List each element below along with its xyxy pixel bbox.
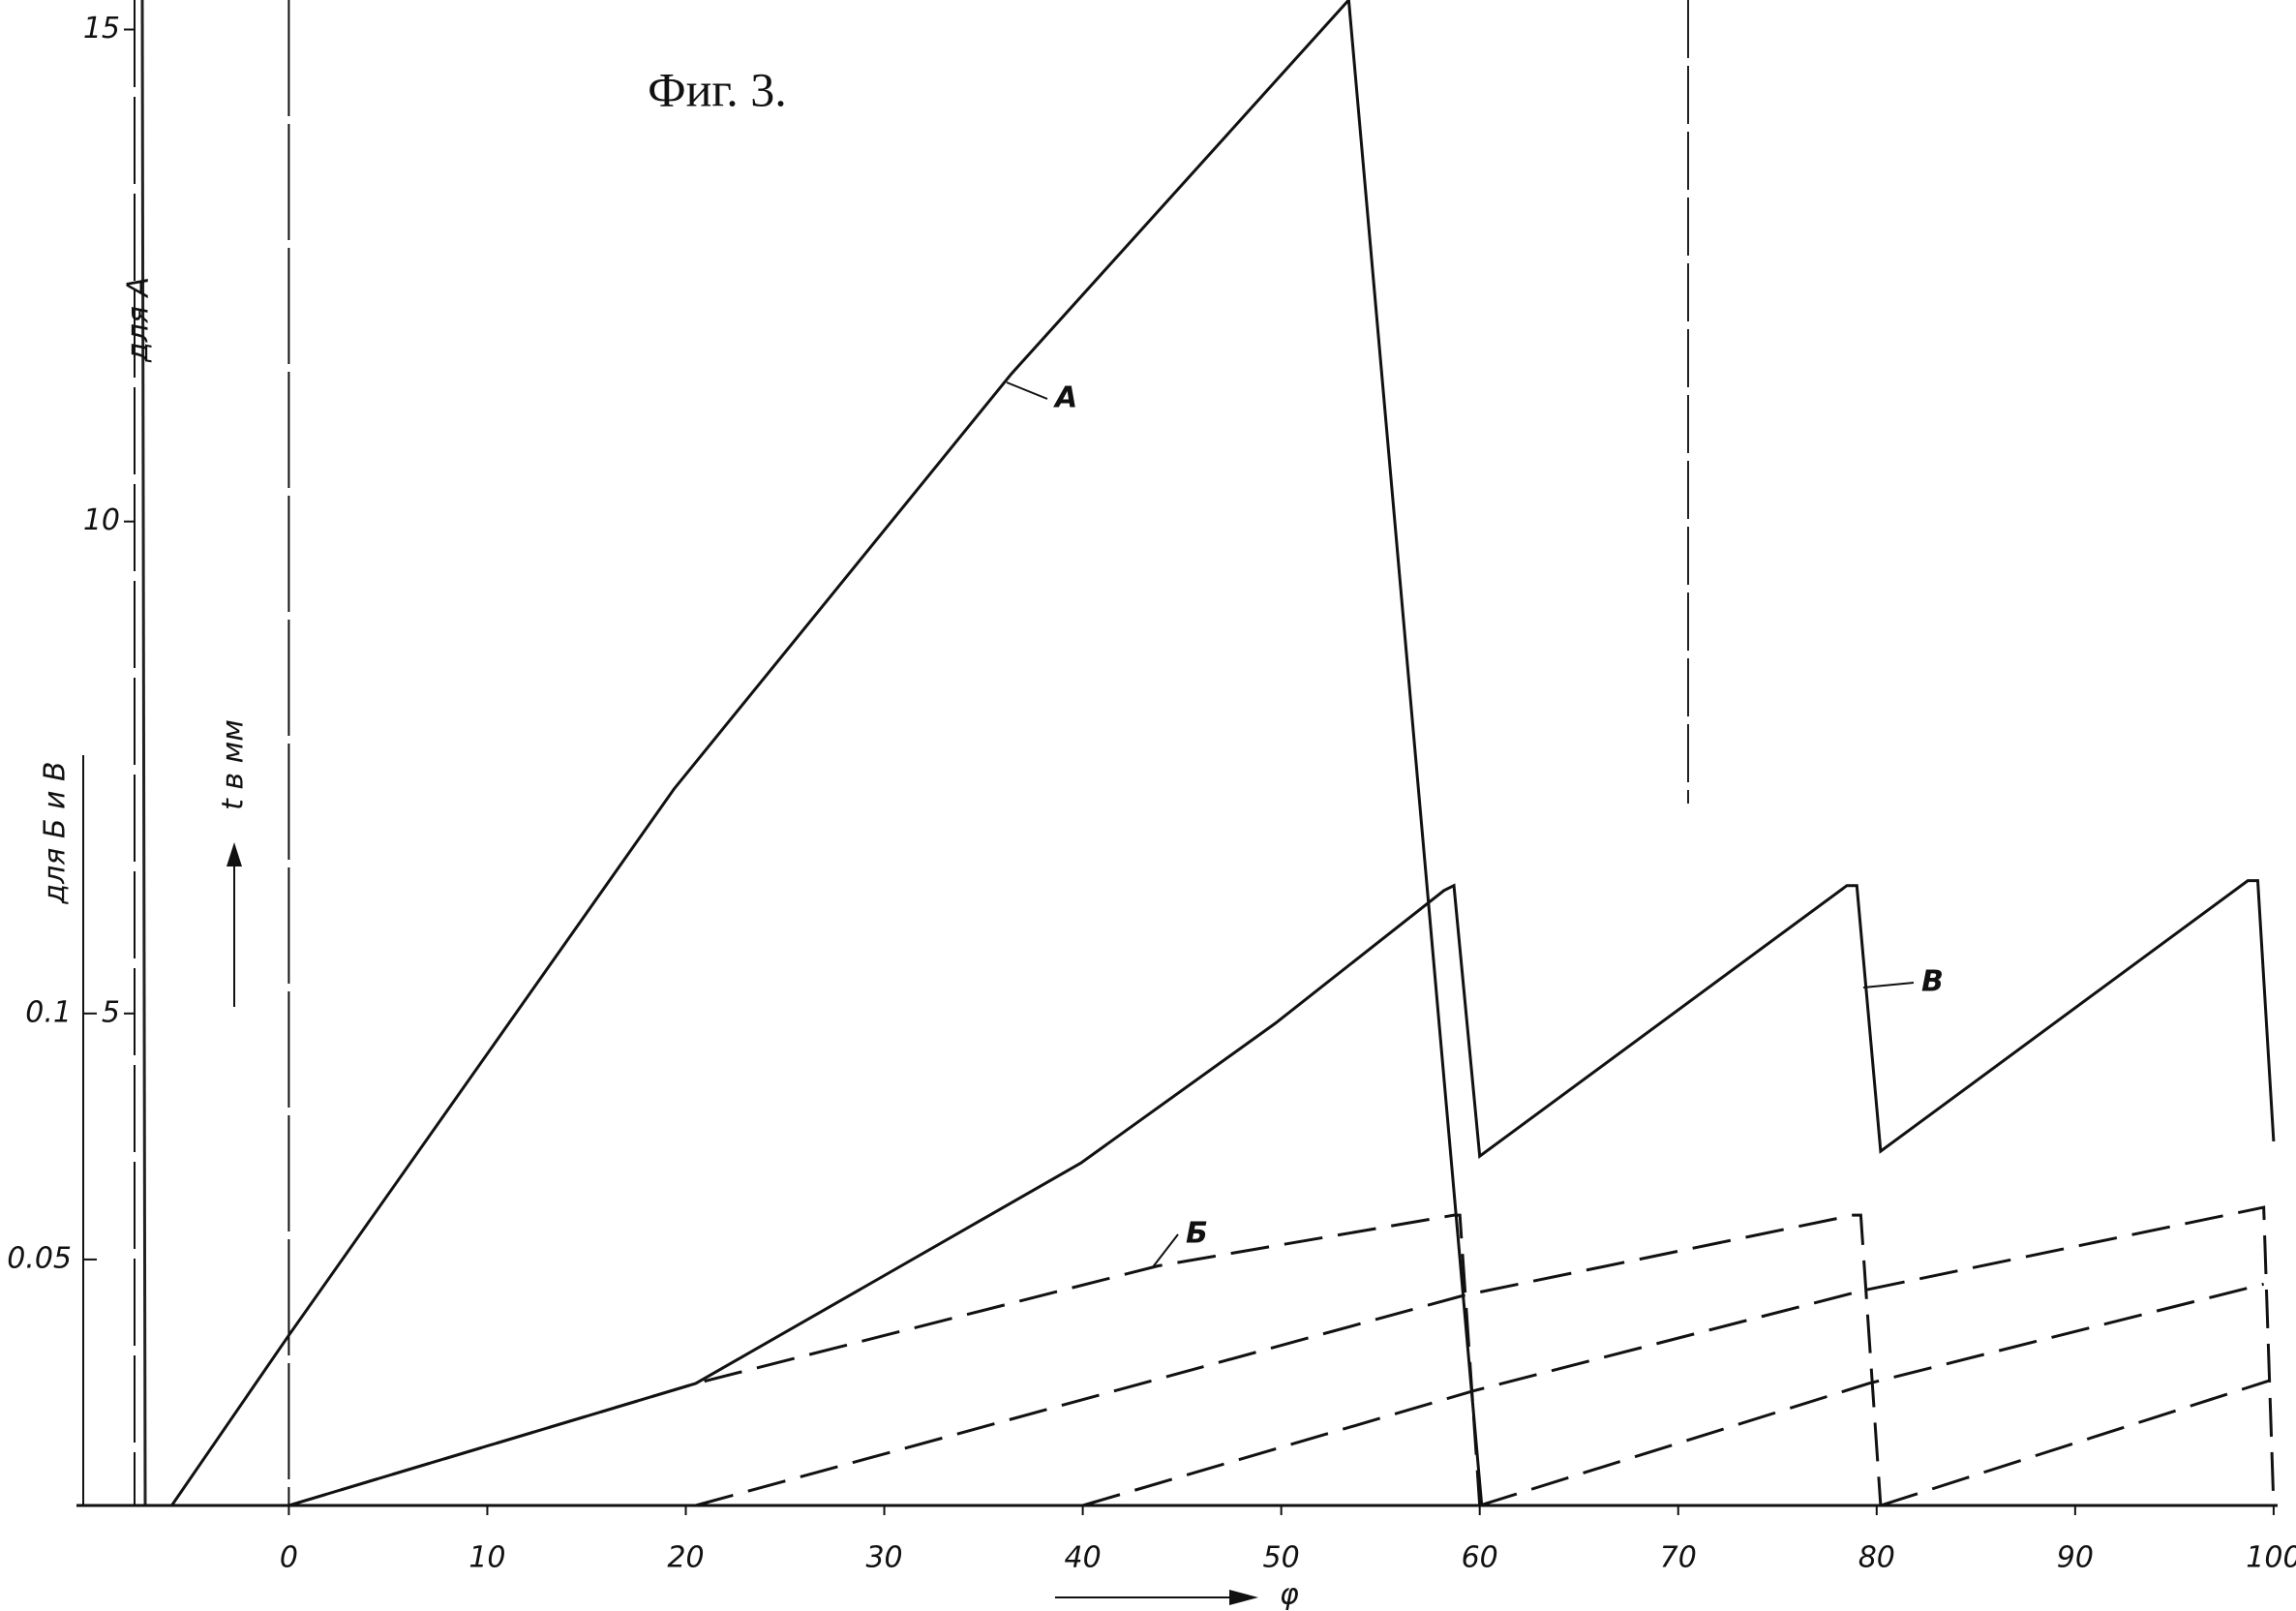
x-tick-label: 90 — [2057, 1541, 2094, 1575]
x-tick-label: 10 — [468, 1541, 505, 1575]
leader-line — [1151, 1233, 1179, 1269]
series-line — [287, 879, 2276, 1507]
series-line — [695, 1213, 1883, 1507]
x-tick-label: 60 — [1462, 1541, 1498, 1575]
series-label: A — [1053, 381, 1077, 415]
x-tick-label: 80 — [1858, 1541, 1895, 1575]
unit-arrow-head — [227, 842, 242, 866]
x-tick-label: 20 — [667, 1541, 704, 1575]
y2-axis-label: для Б и В — [39, 761, 73, 904]
y2-tick-label: 0.05 — [7, 1241, 72, 1275]
x-tick-label: 40 — [1065, 1541, 1102, 1575]
x-tick-label: 50 — [1263, 1541, 1300, 1575]
leader-line — [1006, 381, 1048, 400]
x-tick-label: 70 — [1660, 1541, 1697, 1575]
series-line — [170, 0, 1484, 1506]
y-axis-label: для А — [122, 277, 156, 363]
y-tick-label: 15 — [83, 12, 120, 46]
series-label: Б — [1186, 1217, 1208, 1251]
series-line — [1082, 1205, 2276, 1507]
leader-line — [1862, 982, 1915, 988]
y-tick-label: 5 — [102, 995, 120, 1029]
series-label: В — [1921, 965, 1944, 999]
x-tick-label: 100 — [2246, 1541, 2296, 1575]
series-line — [287, 1213, 1482, 1507]
scan-line — [140, 0, 147, 1506]
x-tick-label: 30 — [865, 1541, 902, 1575]
series-line — [1880, 1379, 2271, 1507]
x-tick-label: 0 — [280, 1541, 298, 1575]
series-line — [1479, 1282, 2265, 1507]
y-tick-label: 10 — [83, 503, 120, 537]
x-axis-label: φ — [1280, 1578, 1299, 1611]
y2-tick-label: 0.1 — [25, 995, 72, 1029]
unit-label: t в мм — [217, 719, 251, 810]
chart-title: Фиг. 3. — [648, 62, 787, 116]
x-arrow-head — [1229, 1590, 1258, 1605]
